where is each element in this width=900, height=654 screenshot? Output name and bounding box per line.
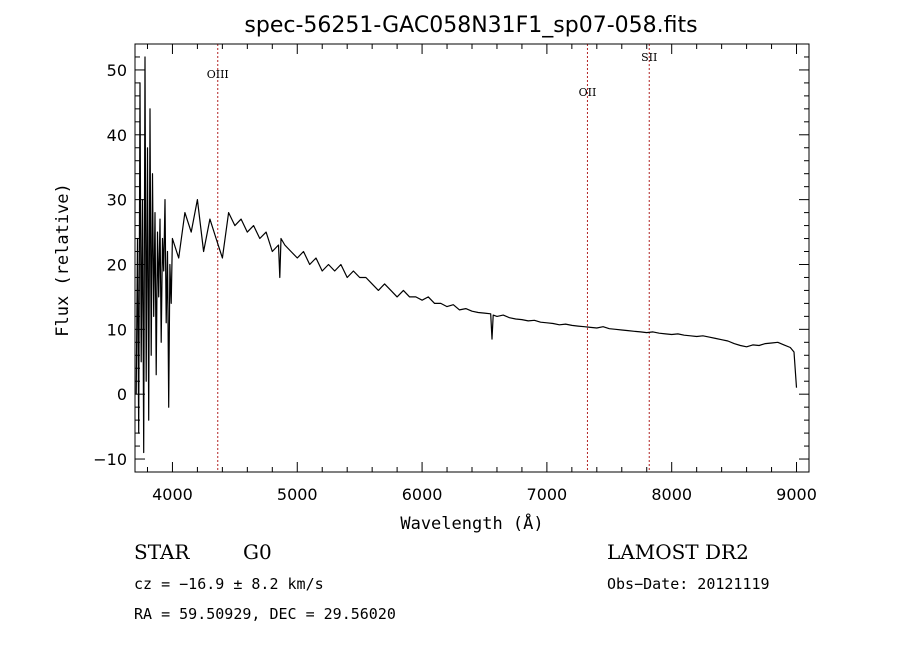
object-subclass: G0 — [243, 540, 272, 564]
y-tick-label: 30 — [107, 191, 127, 210]
spectral-line-label: OIII — [207, 68, 229, 81]
x-axis-label: Wavelength (Å) — [400, 512, 543, 534]
y-tick-label: 50 — [107, 61, 127, 80]
obs-date-readout: Obs−Date: 20121119 — [607, 575, 770, 593]
y-axis-label: Flux (relative) — [53, 183, 73, 337]
y-tick-label: 40 — [107, 126, 127, 145]
plot-frame — [134, 43, 810, 473]
spectral-line-label: SII — [641, 51, 657, 64]
x-tick-label: 6000 — [402, 485, 443, 504]
x-tick-label: 8000 — [651, 485, 692, 504]
chart-title: spec-56251-GAC058N31F1_sp07-058.fits — [244, 13, 697, 38]
x-tick-label: 4000 — [152, 485, 193, 504]
x-tick-label: 5000 — [277, 485, 318, 504]
y-tick-label: 0 — [117, 385, 127, 404]
x-tick-label: 7000 — [527, 485, 568, 504]
y-tick-label: −10 — [93, 450, 127, 469]
x-tick-label: 9000 — [776, 485, 817, 504]
spectrum-series — [135, 56, 798, 454]
y-tick-label: 20 — [107, 255, 127, 274]
spectral-line-markers: OIII OII SII — [207, 44, 657, 472]
coordinates-readout: RA = 59.50929, DEC = 29.56020 — [134, 605, 396, 623]
survey-name: LAMOST DR2 — [607, 540, 749, 564]
redshift-readout: cz = −16.9 ± 8.2 km/s — [134, 575, 324, 593]
spectral-line-label: OII — [579, 86, 597, 99]
y-tick-label: 10 — [107, 320, 127, 339]
object-class: STAR — [134, 540, 190, 564]
spectrum-line — [135, 56, 798, 454]
axis-ticks: 4000 5000 6000 7000 8000 9000 −10 0 10 20 30 40 50 — [93, 44, 817, 504]
